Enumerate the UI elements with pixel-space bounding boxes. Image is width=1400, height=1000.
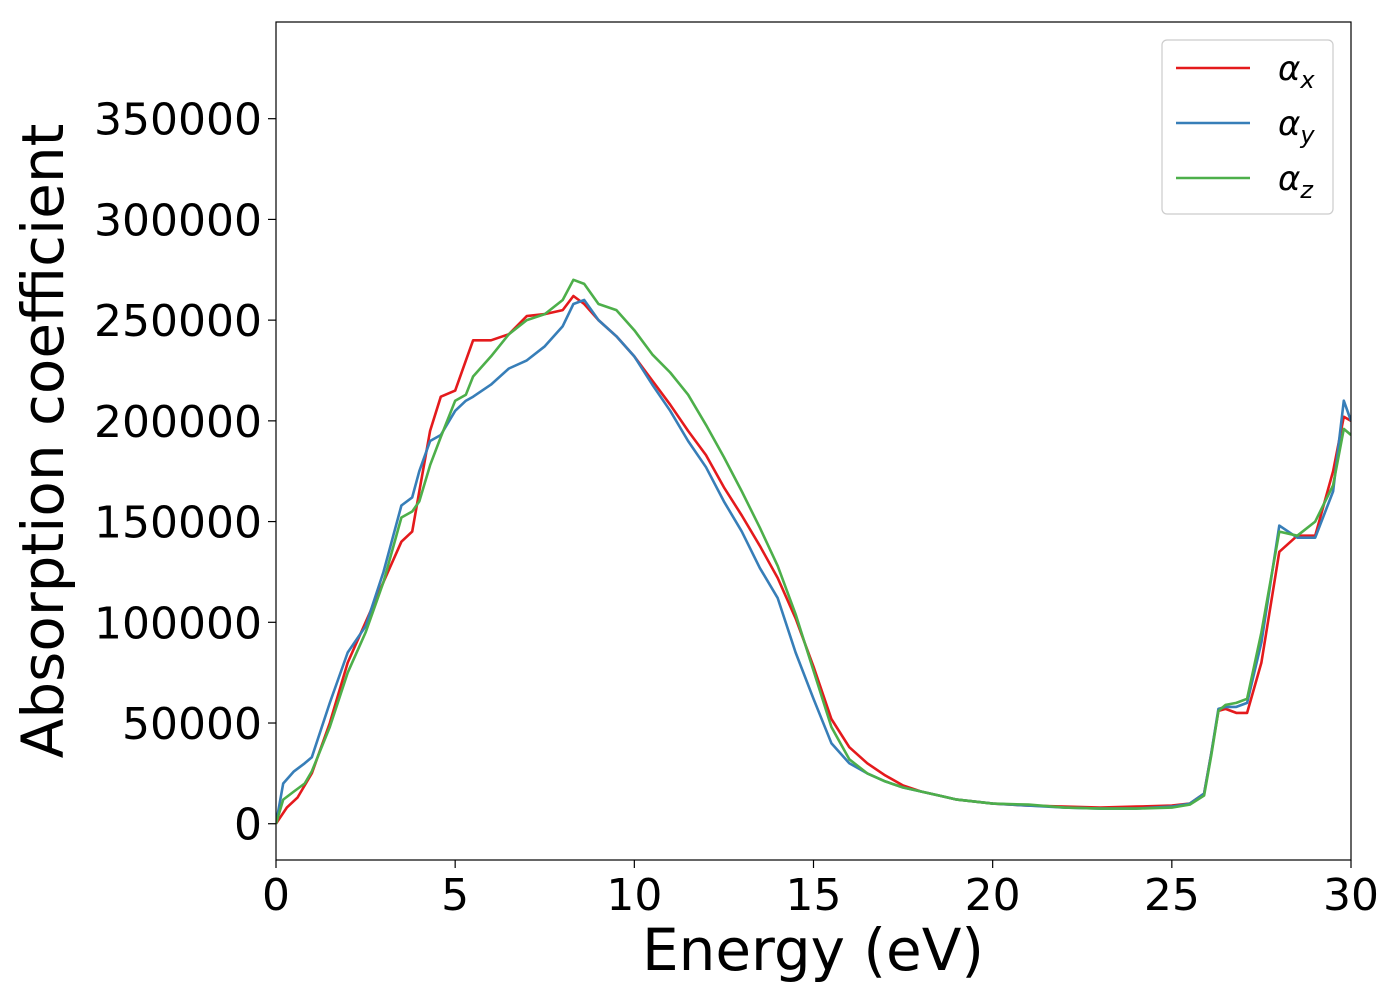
y-tick-label: 100000 xyxy=(94,598,262,649)
y-tick-label: 300000 xyxy=(94,195,262,246)
y-tick-label: 250000 xyxy=(94,296,262,347)
x-tick-label: 30 xyxy=(1323,870,1379,921)
series-lines xyxy=(276,278,1351,825)
y-axis-ticks: 0 50000 100000 150000 200000 250000 300000 3500… xyxy=(94,95,276,851)
series-line-z xyxy=(276,278,1351,825)
plot-frame xyxy=(275,21,1352,861)
x-tick-label: 0 xyxy=(262,870,290,921)
y-tick-label: 150000 xyxy=(94,498,262,549)
y-tick-label: 50000 xyxy=(122,699,262,750)
x-axis-title: Energy (eV) xyxy=(642,916,984,984)
y-tick-label: 350000 xyxy=(94,95,262,146)
legend-box xyxy=(1161,39,1334,215)
x-tick-label: 10 xyxy=(606,870,662,921)
y-axis-title: Absorption coefficient xyxy=(9,124,77,759)
y-tick-label: 200000 xyxy=(94,397,262,448)
x-tick-label: 20 xyxy=(965,870,1021,921)
x-axis-ticks: 0 5 10 15 20 25 30 xyxy=(262,860,1379,921)
x-tick-label: 5 xyxy=(441,870,469,921)
x-tick-label: 25 xyxy=(1144,870,1200,921)
x-tick-label: 15 xyxy=(786,870,842,921)
y-tick-label: 0 xyxy=(234,800,262,851)
